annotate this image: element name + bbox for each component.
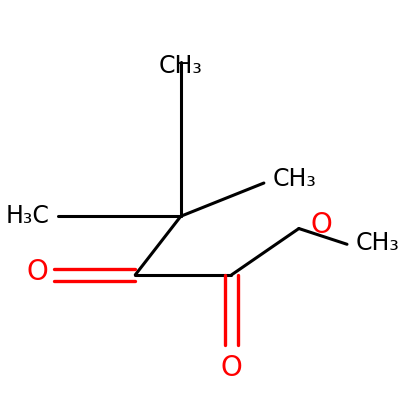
Text: O: O — [26, 258, 48, 286]
Text: O: O — [310, 211, 332, 239]
Text: CH₃: CH₃ — [159, 54, 203, 78]
Text: CH₃: CH₃ — [273, 167, 316, 191]
Text: CH₃: CH₃ — [356, 230, 400, 254]
Text: H₃C: H₃C — [6, 204, 50, 228]
Text: O: O — [221, 354, 242, 382]
